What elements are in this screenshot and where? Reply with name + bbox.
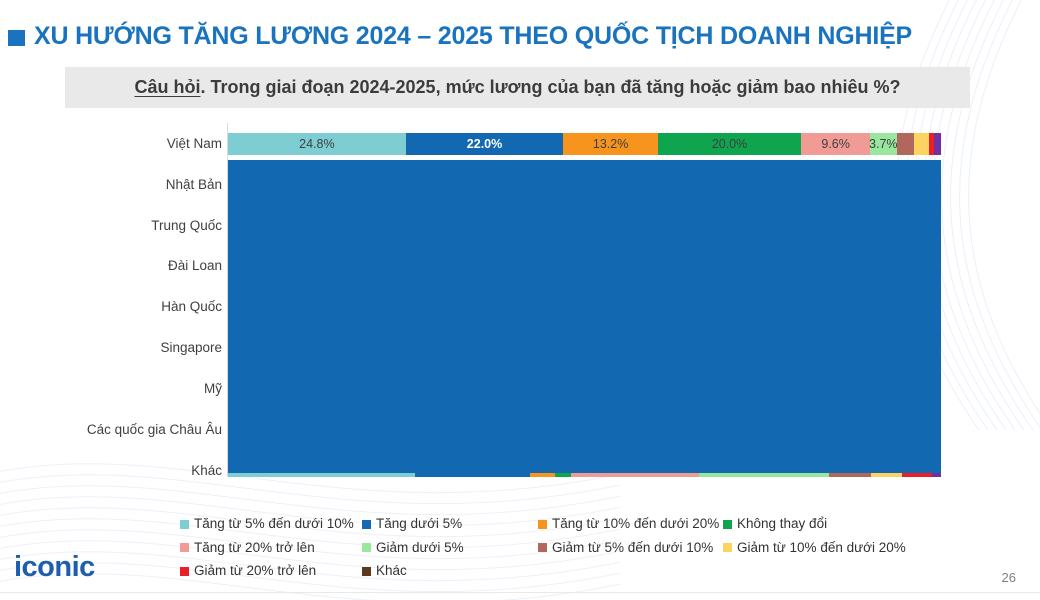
legend-item: Giảm từ 5% đến dưới 10%	[538, 540, 723, 555]
vietnam-bar-segment: 24.8%	[228, 133, 406, 155]
legend-item: Giảm từ 10% đến dưới 20%	[723, 540, 970, 555]
vietnam-bar-segment: 20.0%	[657, 133, 802, 155]
category-label: Các quốc gia Châu Âu	[86, 421, 222, 437]
footer-divider	[0, 592, 1040, 593]
legend-label: Khác	[376, 563, 407, 579]
legend-label: Giảm từ 5% đến dưới 10%	[552, 539, 714, 555]
khac-sliver-segment	[829, 473, 872, 477]
iconic-logo: iconic	[14, 551, 95, 583]
legend-item: Tăng dưới 5%	[362, 516, 538, 531]
khac-sliver-segment	[931, 473, 941, 477]
legend-swatch-icon	[538, 519, 547, 529]
bar-value-label: 20.0%	[711, 137, 748, 151]
legend-swatch-icon	[362, 543, 371, 553]
legend-label: Tăng từ 5% đến dưới 10%	[194, 516, 354, 532]
legend-item: Khác	[362, 563, 538, 578]
legend-item: Tăng từ 10% đến dưới 20%	[538, 516, 723, 531]
khac-sliver-segment	[228, 473, 415, 477]
legend-item: Tăng từ 5% đến dưới 10%	[180, 516, 362, 531]
vietnam-bar: 24.8% 22.0% 13.2% 20.0% 9.6% 3.7%	[228, 133, 941, 155]
category-label: Đài Loan	[167, 258, 222, 274]
legend-swatch-icon	[723, 543, 732, 553]
question-banner: Câu hỏi. Trong giai đoạn 2024-2025, mức …	[65, 67, 970, 108]
bar-value-label: 13.2%	[592, 137, 629, 151]
category-label: Việt Nam	[166, 135, 222, 151]
question-prefix: Câu hỏi	[134, 77, 201, 97]
category-label: Khác	[191, 462, 222, 478]
vietnam-bar-segment: 22.0%	[405, 133, 564, 155]
khac-bar-sliver	[228, 473, 941, 477]
question-text: Câu hỏi. Trong giai đoạn 2024-2025, mức …	[134, 77, 900, 98]
page-number: 26	[1001, 570, 1016, 585]
blue-overlay-block	[228, 160, 941, 473]
question-rest: . Trong giai đoạn 2024-2025, mức lương c…	[200, 77, 901, 97]
page-title: XU HƯỚNG TĂNG LƯƠNG 2024 – 2025 THEO QUỐ…	[34, 22, 913, 50]
y-axis-line	[227, 123, 228, 477]
legend-label: Giảm từ 10% đến dưới 20%	[737, 539, 906, 555]
khac-sliver-segment	[699, 473, 829, 477]
khac-sliver-segment	[529, 473, 556, 477]
category-label: Hàn Quốc	[161, 299, 222, 315]
legend-swatch-icon	[723, 519, 732, 529]
legend-swatch-icon	[362, 519, 371, 529]
legend-swatch-icon	[180, 566, 189, 576]
vietnam-bar-segment: 13.2%	[563, 133, 658, 155]
khac-sliver-segment	[901, 473, 932, 477]
legend-item: Giảm từ 20% trở lên	[180, 563, 362, 578]
legend-swatch-icon	[362, 566, 371, 576]
khac-sliver-segment	[871, 473, 902, 477]
khac-sliver-segment	[570, 473, 700, 477]
category-axis: Việt Nam Nhật Bản Trung Quốc Đài Loan Hàn Qu…	[0, 123, 222, 491]
vietnam-bar-segment: 3.7%	[869, 133, 898, 155]
bar-value-label: 22.0%	[466, 137, 503, 151]
legend-label: Tăng dưới 5%	[376, 516, 463, 532]
title-bullet-icon	[8, 29, 25, 46]
bar-value-label: 3.7%	[869, 137, 898, 151]
category-label: Singapore	[160, 340, 222, 356]
legend-swatch-icon	[538, 543, 547, 553]
legend-swatch-icon	[180, 519, 189, 529]
vietnam-bar-segment	[934, 133, 941, 155]
category-label: Nhật Bản	[165, 176, 222, 192]
legend-label: Tăng từ 10% đến dưới 20%	[552, 516, 720, 532]
legend-item: Không thay đổi	[723, 516, 970, 531]
vietnam-bar-segment	[896, 133, 915, 155]
legend-label: Tăng từ 20% trở lên	[194, 539, 315, 555]
bar-value-label: 24.8%	[299, 137, 335, 151]
category-label: Trung Quốc	[151, 217, 222, 233]
bar-value-label: 9.6%	[821, 137, 850, 151]
legend-label: Không thay đổi	[737, 516, 828, 532]
category-label: Mỹ	[204, 380, 222, 396]
chart-legend: Tăng từ 5% đến dưới 10% Tăng dưới 5% Tăng …	[180, 512, 970, 583]
legend-swatch-icon	[180, 543, 189, 553]
khac-sliver-segment	[414, 473, 530, 477]
header: XU HƯỚNG TĂNG LƯƠNG 2024 – 2025 THEO QUỐ…	[8, 22, 1028, 51]
vietnam-bar-segment: 9.6%	[801, 133, 871, 155]
legend-item: Giảm dưới 5%	[362, 540, 538, 555]
legend-label: Giảm từ 20% trở lên	[194, 563, 317, 579]
legend-item: Tăng từ 20% trở lên	[180, 540, 362, 555]
khac-sliver-segment	[555, 473, 571, 477]
legend-label: Giảm dưới 5%	[376, 539, 464, 555]
vietnam-bar-segment	[914, 133, 930, 155]
